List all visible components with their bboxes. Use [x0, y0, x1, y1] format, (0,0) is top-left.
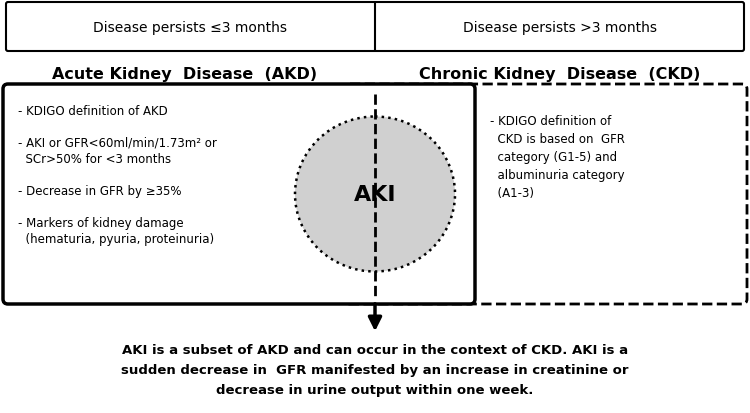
Text: Disease persists >3 months: Disease persists >3 months: [463, 21, 657, 35]
Text: Acute Kidney  Disease  (AKD): Acute Kidney Disease (AKD): [53, 67, 317, 82]
Text: Disease persists ≤3 months: Disease persists ≤3 months: [93, 21, 287, 35]
Ellipse shape: [295, 117, 455, 272]
Text: - KDIGO definition of
  CKD is based on  GFR
  category (G1-5) and
  albuminuria: - KDIGO definition of CKD is based on GF…: [490, 115, 625, 199]
Text: Chronic Kidney  Disease  (CKD): Chronic Kidney Disease (CKD): [419, 67, 700, 82]
FancyBboxPatch shape: [345, 85, 747, 304]
Text: - KDIGO definition of AKD

- AKI or GFR<60ml/min/1.73m² or
  SCr>50% for <3 mont: - KDIGO definition of AKD - AKI or GFR<6…: [18, 105, 217, 245]
FancyBboxPatch shape: [3, 85, 475, 304]
Text: AKI: AKI: [354, 185, 396, 204]
Text: AKI is a subset of AKD and can occur in the context of CKD. AKI is a
sudden decr: AKI is a subset of AKD and can occur in …: [122, 343, 628, 396]
FancyBboxPatch shape: [6, 3, 744, 52]
